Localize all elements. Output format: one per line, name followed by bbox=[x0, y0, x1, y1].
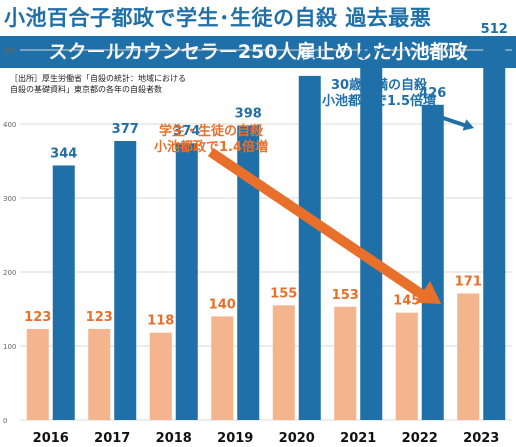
under30-value-label: 344 bbox=[50, 146, 77, 161]
under30-arrow-head bbox=[462, 119, 474, 131]
student-value-label: 145 bbox=[393, 294, 420, 309]
student-value-label: 171 bbox=[455, 274, 482, 289]
y-tick-label: 400 bbox=[3, 121, 16, 129]
under30-value-label: 377 bbox=[112, 122, 139, 137]
student-value-label: 155 bbox=[270, 286, 297, 301]
under30-bar bbox=[360, 67, 383, 421]
x-tick-label: 2023 bbox=[463, 431, 499, 446]
under30-value-label: 512 bbox=[481, 22, 508, 37]
student-bar bbox=[334, 306, 357, 420]
under30-bar bbox=[298, 75, 321, 421]
source-note: ［出所］厚生労働省「自殺の統計：地域における 自殺の基礎資料」東京都の各年の自殺… bbox=[10, 73, 290, 95]
x-tick-label: 2021 bbox=[340, 431, 376, 446]
x-tick-label: 2018 bbox=[156, 431, 192, 446]
under30-bar bbox=[52, 165, 75, 420]
student-value-label: 123 bbox=[86, 310, 113, 325]
y-tick-label: 300 bbox=[3, 195, 16, 203]
x-tick-label: 2017 bbox=[94, 431, 130, 446]
source-line-2: 自殺の基礎資料」東京都の各年の自殺者数 bbox=[10, 85, 162, 94]
x-tick-label: 2016 bbox=[33, 431, 69, 446]
student-bar bbox=[88, 328, 111, 420]
under30-bar bbox=[483, 41, 506, 421]
student-value-label: 123 bbox=[24, 310, 51, 325]
under30-annotation-line-2: 小池都政で1.5倍増 bbox=[321, 94, 437, 109]
x-tick-label: 2019 bbox=[217, 431, 253, 446]
students-annotation-line-2: 小池都政で1.4倍増 bbox=[153, 140, 269, 155]
under30-arrow-shaft bbox=[439, 115, 468, 128]
x-tick-label: 2020 bbox=[279, 431, 315, 446]
student-bar bbox=[26, 328, 49, 420]
student-value-label: 153 bbox=[332, 288, 359, 303]
under30-bar bbox=[175, 143, 198, 421]
under30-value-label: 426 bbox=[419, 86, 446, 101]
y-tick-label: 100 bbox=[3, 343, 16, 351]
students-annotation: 学生・生徒の自殺 小池都政で1.4倍増 bbox=[116, 124, 306, 156]
source-line-1: ［出所］厚生労働省「自殺の統計：地域における bbox=[10, 74, 186, 83]
trend-arrow-shaft bbox=[207, 147, 431, 303]
under30-bar bbox=[114, 141, 137, 420]
under30-value-label: 374 bbox=[173, 124, 200, 139]
x-tick-label: 2022 bbox=[402, 431, 438, 446]
student-bar bbox=[457, 293, 480, 420]
under30-bar bbox=[421, 104, 444, 420]
y-tick-label: 0 bbox=[3, 417, 7, 425]
student-value-label: 140 bbox=[209, 297, 236, 312]
subtitle-banner: スクールカウンセラー250人雇止めした小池都政 bbox=[0, 36, 516, 68]
under30-value-label: 477 bbox=[358, 48, 385, 63]
y-tick-label: 200 bbox=[3, 269, 16, 277]
page-title: 小池百合子都政で学生･生徒の自殺 過去最悪 bbox=[4, 6, 432, 30]
student-bar bbox=[395, 312, 418, 420]
student-bar bbox=[211, 316, 234, 420]
students-annotation-line-1: 学生・生徒の自殺 bbox=[158, 124, 263, 139]
under30-bar bbox=[237, 125, 260, 420]
student-bar bbox=[272, 305, 295, 420]
trend-arrow-head bbox=[415, 281, 442, 304]
student-value-label: 118 bbox=[147, 314, 174, 329]
student-bar bbox=[149, 332, 172, 420]
under30-annotation: 30歳未満の自殺 小池都政で1.5倍増 bbox=[294, 78, 464, 110]
y-tick-label: 500 bbox=[3, 47, 16, 55]
under30-annotation-line-1: 30歳未満の自殺 bbox=[330, 78, 428, 93]
under30-value-label: 398 bbox=[235, 106, 262, 121]
under30-value-label: 465 bbox=[296, 57, 323, 72]
